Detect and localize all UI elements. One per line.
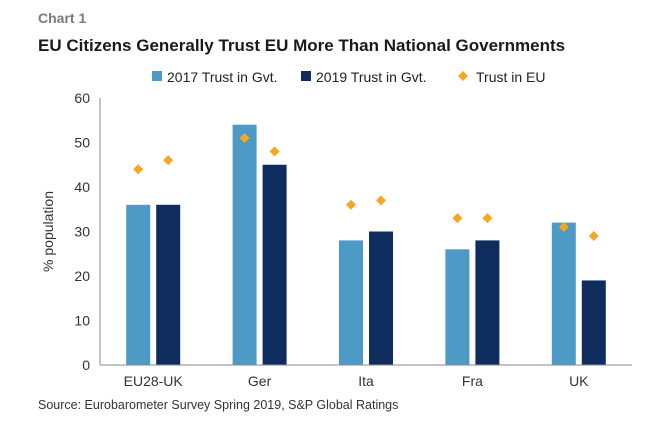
bar-2019-trust-gvt [262, 164, 287, 365]
trust-eu-marker-2019 [482, 213, 493, 224]
y-tick-label: 30 [74, 224, 90, 240]
bar-2017-trust-gvt [445, 249, 470, 365]
bar-2017-trust-gvt [232, 124, 257, 365]
trust-eu-marker-2019 [588, 230, 599, 241]
y-axis-label: % population [40, 191, 56, 272]
trust-eu-marker-2019 [269, 146, 280, 157]
y-tick-label: 0 [82, 357, 90, 373]
trust-eu-marker-2017 [346, 199, 356, 210]
bar-2019-trust-gvt [475, 240, 500, 365]
y-tick-label: 60 [74, 90, 90, 106]
chart-number-label: Chart 1 [38, 10, 87, 26]
x-tick-label: Ger [248, 373, 272, 389]
x-tick-label: Fra [462, 373, 483, 389]
legend-label-trust-eu: Trust in EU [476, 69, 546, 85]
y-tick-label: 50 [74, 135, 90, 151]
source-note: Source: Eurobarometer Survey Spring 2019… [38, 398, 399, 412]
bar-2017-trust-gvt [551, 222, 576, 365]
legend-swatch-2019 [301, 71, 311, 81]
trust-eu-markers [133, 133, 599, 241]
trust-eu-marker-2017 [133, 164, 144, 175]
trust-eu-marker-2019 [376, 195, 386, 206]
bar-2019-trust-gvt [369, 231, 393, 365]
legend-swatch-trust-eu [458, 71, 468, 81]
y-tick-label: 40 [74, 179, 90, 195]
x-tick-label: UK [569, 373, 589, 389]
chart-title: EU Citizens Generally Trust EU More Than… [38, 36, 566, 55]
trust-eu-marker-2019 [163, 155, 174, 166]
bar-2017-trust-gvt [126, 204, 151, 365]
x-tick-label: EU28-UK [124, 373, 184, 389]
bar-2019-trust-gvt [156, 204, 181, 365]
trust-eu-marker-2017 [239, 133, 250, 144]
legend-label-2019: 2019 Trust in Gvt. [316, 69, 427, 85]
legend-label-2017: 2017 Trust in Gvt. [167, 69, 278, 85]
x-tick-label: Ita [358, 373, 374, 389]
x-axis: EU28-UK Ger Ita Fra UK [100, 364, 632, 389]
y-tick-label: 20 [74, 268, 90, 284]
bar-2017-trust-gvt [339, 240, 363, 365]
legend-swatch-2017 [152, 71, 162, 81]
trust-eu-marker-2017 [558, 222, 569, 233]
legend: 2017 Trust in Gvt. 2019 Trust in Gvt. Trus… [152, 69, 546, 85]
y-axis: 0 10 20 30 40 50 60 % population [40, 90, 101, 373]
y-tick-label: 10 [74, 313, 90, 329]
bar-2019-trust-gvt [581, 280, 606, 365]
trust-eu-marker-2017 [452, 213, 463, 224]
bars [126, 124, 606, 365]
